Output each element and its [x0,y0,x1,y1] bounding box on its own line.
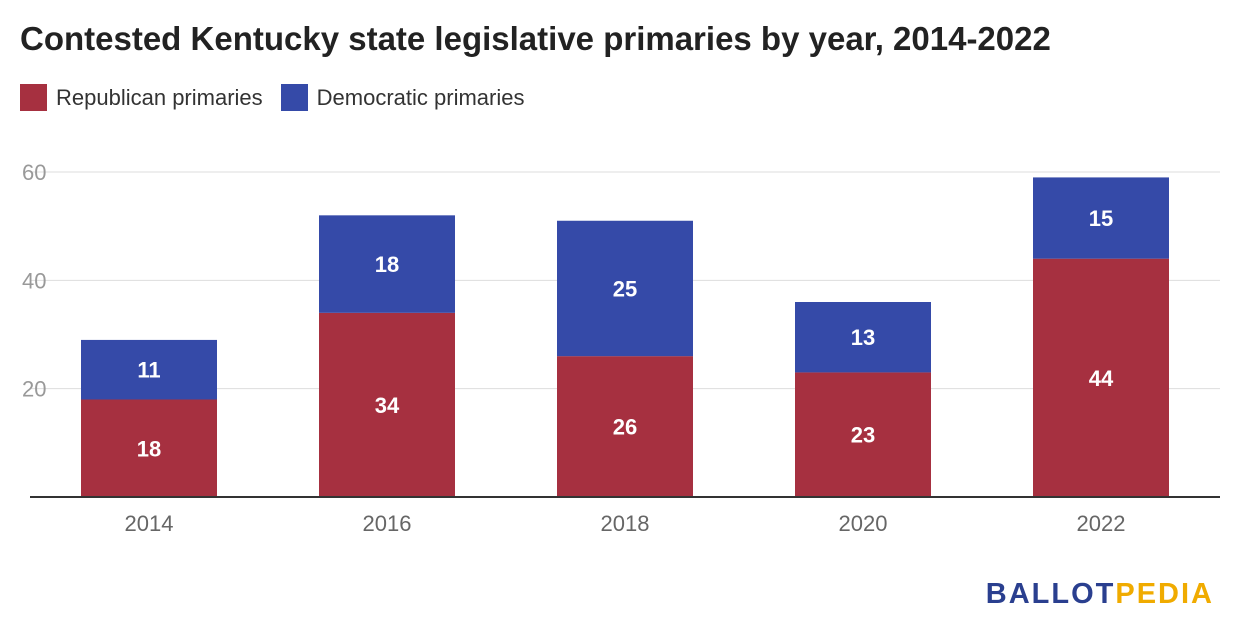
bar-republican-2016 [319,312,455,497]
bar-democratic-2016 [319,215,455,313]
legend-label-republican: Republican primaries [56,84,263,110]
stacked-bar-chart: 20 40 60 18 11 2014 34 18 2016 26 25 2018 23 13 2020 44… [22,160,1220,536]
bar-republican-2022 [1033,258,1169,497]
x-tick-label-2018: 2018 [601,511,650,536]
data-label-republican-2016: 34 [375,393,400,418]
data-label-democratic-2016: 18 [375,252,399,277]
legend-item-democratic: Democratic primaries [280,84,525,111]
data-label-democratic-2014: 11 [137,358,160,383]
legend-label-democratic: Democratic primaries [316,84,525,110]
legend: Republican primaries Democratic primarie… [20,84,542,111]
chart-title: Contested Kentucky state legislative pri… [20,20,1051,57]
x-tick-label-2022: 2022 [1077,511,1126,536]
ballotpedia-logo: BALLOTPEDIA [986,578,1214,611]
logo-text-pedia: PEDIA [1115,578,1214,610]
bar-democratic-2018 [557,220,693,357]
y-tick-label-40: 40 [22,268,46,293]
x-tick-label-2020: 2020 [839,511,888,536]
data-label-democratic-2022: 15 [1089,206,1113,231]
y-tick-label-20: 20 [22,377,46,402]
bar-democratic-2014 [81,339,217,400]
bar-republican-2018 [557,356,693,497]
x-tick-label-2016: 2016 [363,511,412,536]
legend-swatch-democratic [280,84,308,111]
logo-text-ballot: BALLOT [985,578,1116,610]
data-label-republican-2020: 23 [851,423,875,448]
bar-democratic-2022 [1033,177,1169,259]
y-tick-label-60: 60 [22,160,46,185]
bar-republican-2020 [795,372,931,497]
bar-democratic-2020 [795,302,931,373]
data-label-republican-2014: 18 [137,436,161,461]
data-label-democratic-2018: 25 [613,276,637,301]
legend-item-republican: Republican primaries [20,84,263,111]
data-label-democratic-2020: 13 [851,325,875,350]
legend-swatch-republican [20,84,47,111]
data-label-republican-2022: 44 [1089,366,1114,391]
x-tick-label-2014: 2014 [125,511,174,536]
data-label-republican-2018: 26 [613,415,637,440]
bar-republican-2014 [81,399,217,497]
